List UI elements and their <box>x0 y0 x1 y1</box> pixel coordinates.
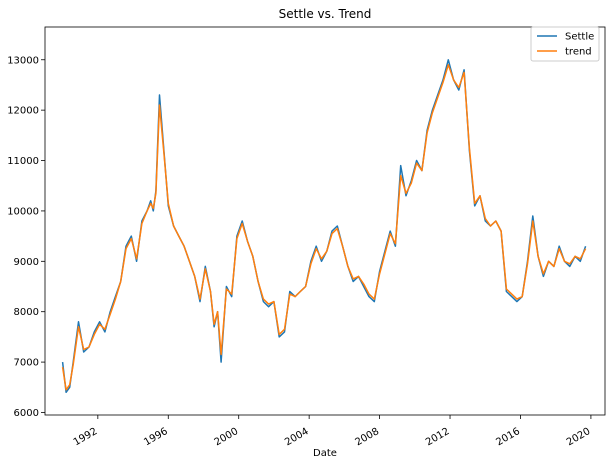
x-axis-label: Date <box>313 448 337 459</box>
x-axis: 1992 1996 2000 2004 2008 2012 2016 2020 <box>72 415 593 448</box>
x-tick-label: 2012 <box>424 426 452 448</box>
x-tick-label: 1996 <box>142 426 170 448</box>
x-tick-label: 2008 <box>354 426 382 448</box>
y-tick-label: 13000 <box>7 55 39 66</box>
y-tick-label: 9000 <box>14 257 39 268</box>
y-tick-label: 8000 <box>14 307 39 318</box>
axes-frame <box>44 26 606 416</box>
x-tick-label: 2016 <box>494 426 522 448</box>
y-tick-label: 7000 <box>14 358 39 369</box>
y-tick-label: 11000 <box>7 156 39 167</box>
legend-label-trend: trend <box>565 47 592 58</box>
x-tick-label: 2000 <box>213 426 241 448</box>
legend-label-settle: Settle <box>565 32 594 43</box>
chart-title: Settle vs. Trend <box>279 7 372 21</box>
plot-area <box>61 59 587 394</box>
x-tick-label: 2020 <box>565 426 593 448</box>
y-tick-label: 10000 <box>7 206 39 217</box>
y-axis: 6000 7000 8000 9000 10000 11000 12000 13000 <box>7 55 45 419</box>
legend: Settle trend <box>530 26 600 62</box>
series-line-trend <box>61 64 587 391</box>
y-tick-label: 6000 <box>14 408 39 419</box>
y-tick-label: 12000 <box>7 106 39 117</box>
x-tick-label: 1992 <box>72 426 100 448</box>
x-tick-label: 2004 <box>283 426 311 448</box>
